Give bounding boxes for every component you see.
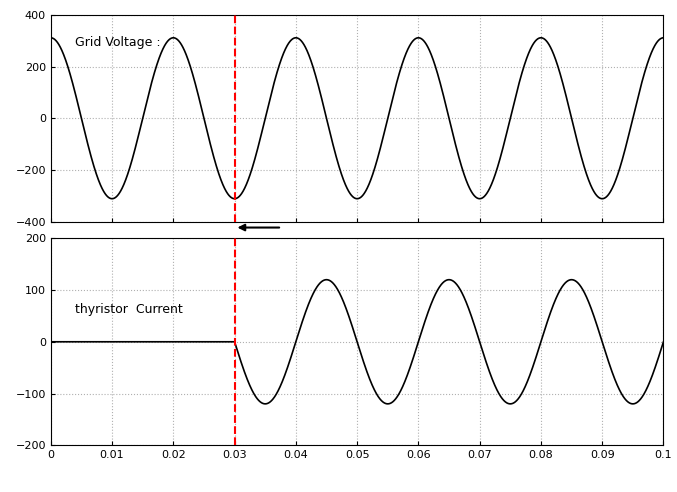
Text: thyristor  Current: thyristor Current (75, 303, 183, 316)
Text: Grid Voltage :: Grid Voltage : (75, 36, 161, 49)
